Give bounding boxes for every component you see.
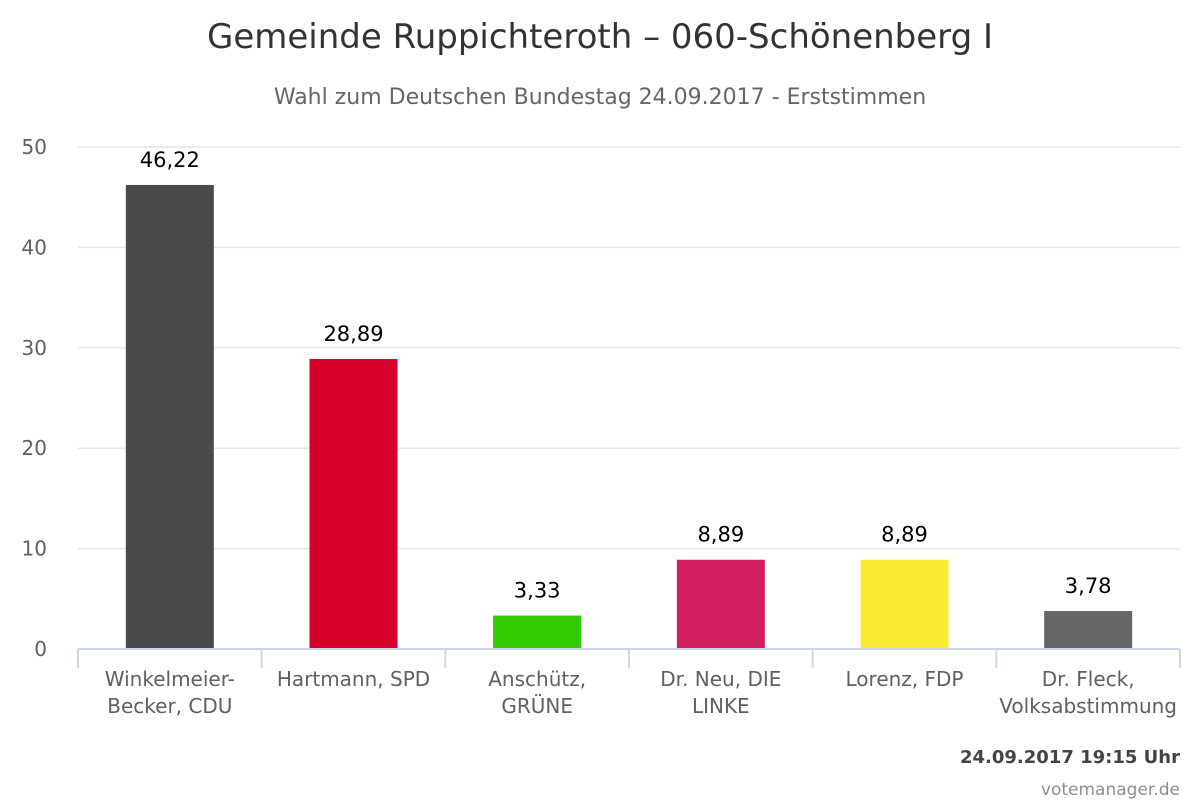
x-tick-label: Anschütz, [488, 667, 586, 691]
x-tick-label: Dr. Fleck, [1042, 667, 1135, 691]
x-tick-label: Winkelmeier- [105, 667, 235, 691]
timestamp: 24.09.2017 19:15 Uhr [960, 747, 1180, 768]
y-tick-label: 50 [22, 135, 47, 159]
bar [309, 358, 398, 649]
y-tick-label: 20 [22, 436, 47, 460]
chart-subtitle: Wahl zum Deutschen Bundestag 24.09.2017 … [274, 85, 926, 110]
source-credit: votemanager.de [1041, 780, 1180, 800]
x-tick-label: Volksabstimmung [999, 694, 1177, 718]
data-label: 3,78 [1065, 574, 1112, 598]
x-tick-label: Becker, CDU [107, 694, 232, 718]
x-tick-label: Hartmann, SPD [277, 667, 430, 691]
x-tick-label: GRÜNE [501, 694, 573, 718]
x-tick-label: Lorenz, FDP [846, 667, 964, 691]
y-tick-label: 10 [22, 537, 47, 561]
bar [1044, 611, 1133, 649]
bars [125, 184, 1133, 649]
chart-title: Gemeinde Ruppichteroth – 060-Schönenberg… [207, 17, 993, 57]
y-tick-label: 30 [22, 336, 47, 360]
y-axis: 0 10 20 30 40 50 [22, 135, 47, 661]
data-label: 8,89 [881, 523, 928, 547]
data-labels: 46,22 28,89 3,33 8,89 8,89 3,78 [140, 148, 1112, 603]
data-label: 46,22 [140, 148, 200, 172]
bar [125, 184, 214, 649]
x-tick-label: LINKE [692, 694, 750, 718]
x-tick-label: Dr. Neu, DIE [660, 667, 781, 691]
bar [493, 615, 582, 649]
bar [860, 559, 949, 649]
bar [676, 559, 765, 649]
grid-lines [78, 146, 1180, 550]
y-tick-label: 40 [22, 235, 47, 259]
data-label: 3,33 [514, 579, 561, 603]
data-label: 8,89 [697, 523, 744, 547]
y-tick-label: 0 [34, 637, 47, 661]
x-axis: Winkelmeier- Becker, CDU Hartmann, SPD Ansc… [77, 648, 1181, 718]
data-label: 28,89 [323, 322, 383, 346]
